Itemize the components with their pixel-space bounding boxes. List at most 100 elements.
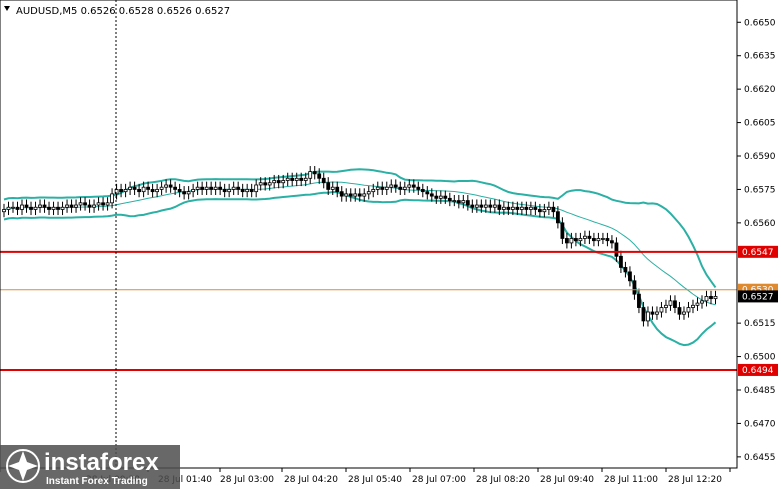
y-tick-label: 0.6620: [744, 85, 776, 95]
candle: [474, 199, 479, 213]
candle: [389, 179, 394, 193]
logo-tagline: Instant Forex Trading: [46, 476, 148, 487]
y-tick-label: 0.6590: [744, 152, 776, 162]
candle: [528, 201, 533, 216]
candle: [362, 188, 367, 202]
candle: [619, 250, 623, 273]
candle: [488, 199, 493, 213]
candle: [483, 199, 488, 213]
y-tick-label: 0.6605: [744, 119, 776, 129]
candle: [164, 179, 169, 193]
candle: [263, 177, 268, 191]
x-tick-label: 28 Jul 09:40: [540, 475, 594, 485]
candle: [353, 188, 358, 202]
candle: [321, 172, 326, 189]
candle: [168, 179, 173, 193]
candle: [92, 199, 96, 213]
candle: [204, 181, 209, 195]
candle: [632, 275, 637, 300]
candle: [407, 179, 412, 193]
candle: [470, 199, 475, 213]
candle: [326, 177, 331, 195]
candle: [56, 201, 60, 216]
candle: [83, 197, 87, 211]
plot-frame: [0, 0, 738, 469]
candle: [101, 197, 105, 211]
candle: [299, 172, 304, 187]
candle: [583, 230, 587, 245]
candle: [60, 201, 65, 216]
candle: [384, 181, 389, 195]
y-tick-label: 0.6575: [744, 185, 776, 195]
candle: [704, 290, 709, 307]
candle: [150, 183, 155, 198]
candle: [402, 181, 407, 195]
price-axis[interactable]: 0.6650 0.6635 0.6620 0.6605 0.6590 0.6575 0.65…: [737, 18, 776, 463]
candle: [587, 230, 592, 245]
bollinger-middle-band: [3, 181, 716, 306]
level-tag-0.6494: [738, 363, 778, 376]
candle: [186, 186, 191, 200]
x-tick-label: 28 Jul 11:00: [604, 475, 658, 485]
candle: [281, 174, 286, 189]
candle: [218, 181, 223, 195]
candle: [38, 199, 42, 213]
candle: [709, 290, 713, 305]
chart-title: AUDUSD,M5 0.6526 0.6528 0.6526 0.6527: [16, 6, 230, 17]
candle: [267, 177, 272, 191]
candle: [623, 261, 628, 278]
candle: [524, 201, 529, 216]
candle: [42, 199, 47, 213]
candle: [173, 181, 178, 195]
candle: [258, 177, 263, 191]
candle: [195, 181, 200, 195]
candle: [33, 201, 38, 216]
candle: [664, 299, 668, 314]
candle: [308, 166, 313, 184]
candle: [276, 174, 281, 189]
candle: [479, 199, 484, 213]
candle: [375, 181, 380, 195]
candle: [501, 201, 506, 216]
candle: [691, 299, 695, 314]
candle: [492, 199, 497, 213]
candle: [74, 199, 78, 213]
candle: [650, 306, 655, 320]
candle: [456, 195, 461, 209]
level-label-0.6547: 0.6547: [742, 248, 774, 258]
candle: [601, 232, 605, 245]
candle: [69, 199, 74, 213]
candle: [213, 181, 218, 195]
candle: [700, 295, 704, 309]
chart-menu-icon[interactable]: [4, 6, 10, 11]
candle: [605, 232, 610, 247]
candle: [294, 172, 299, 187]
candle: [191, 183, 196, 198]
candle: [438, 190, 443, 204]
y-tick-label: 0.6515: [744, 319, 776, 329]
candle: [614, 237, 619, 262]
x-tick-label: 28 Jul 12:20: [668, 475, 722, 485]
candle: [123, 183, 128, 198]
candle: [231, 181, 236, 195]
candle: [434, 190, 439, 204]
candle: [51, 201, 56, 216]
candle: [254, 179, 259, 198]
candle: [380, 181, 385, 195]
candle: [592, 232, 596, 247]
candle: [628, 266, 632, 287]
candle: [677, 301, 682, 320]
candles: [2, 166, 718, 327]
candle: [141, 181, 146, 198]
candle: [695, 297, 700, 311]
candle: [29, 201, 33, 216]
candle: [15, 201, 20, 216]
candle: [227, 183, 232, 198]
candle: [573, 232, 578, 247]
candle: [222, 183, 227, 198]
candle: [443, 190, 448, 204]
x-tick-label: 28 Jul 07:00: [412, 475, 466, 485]
